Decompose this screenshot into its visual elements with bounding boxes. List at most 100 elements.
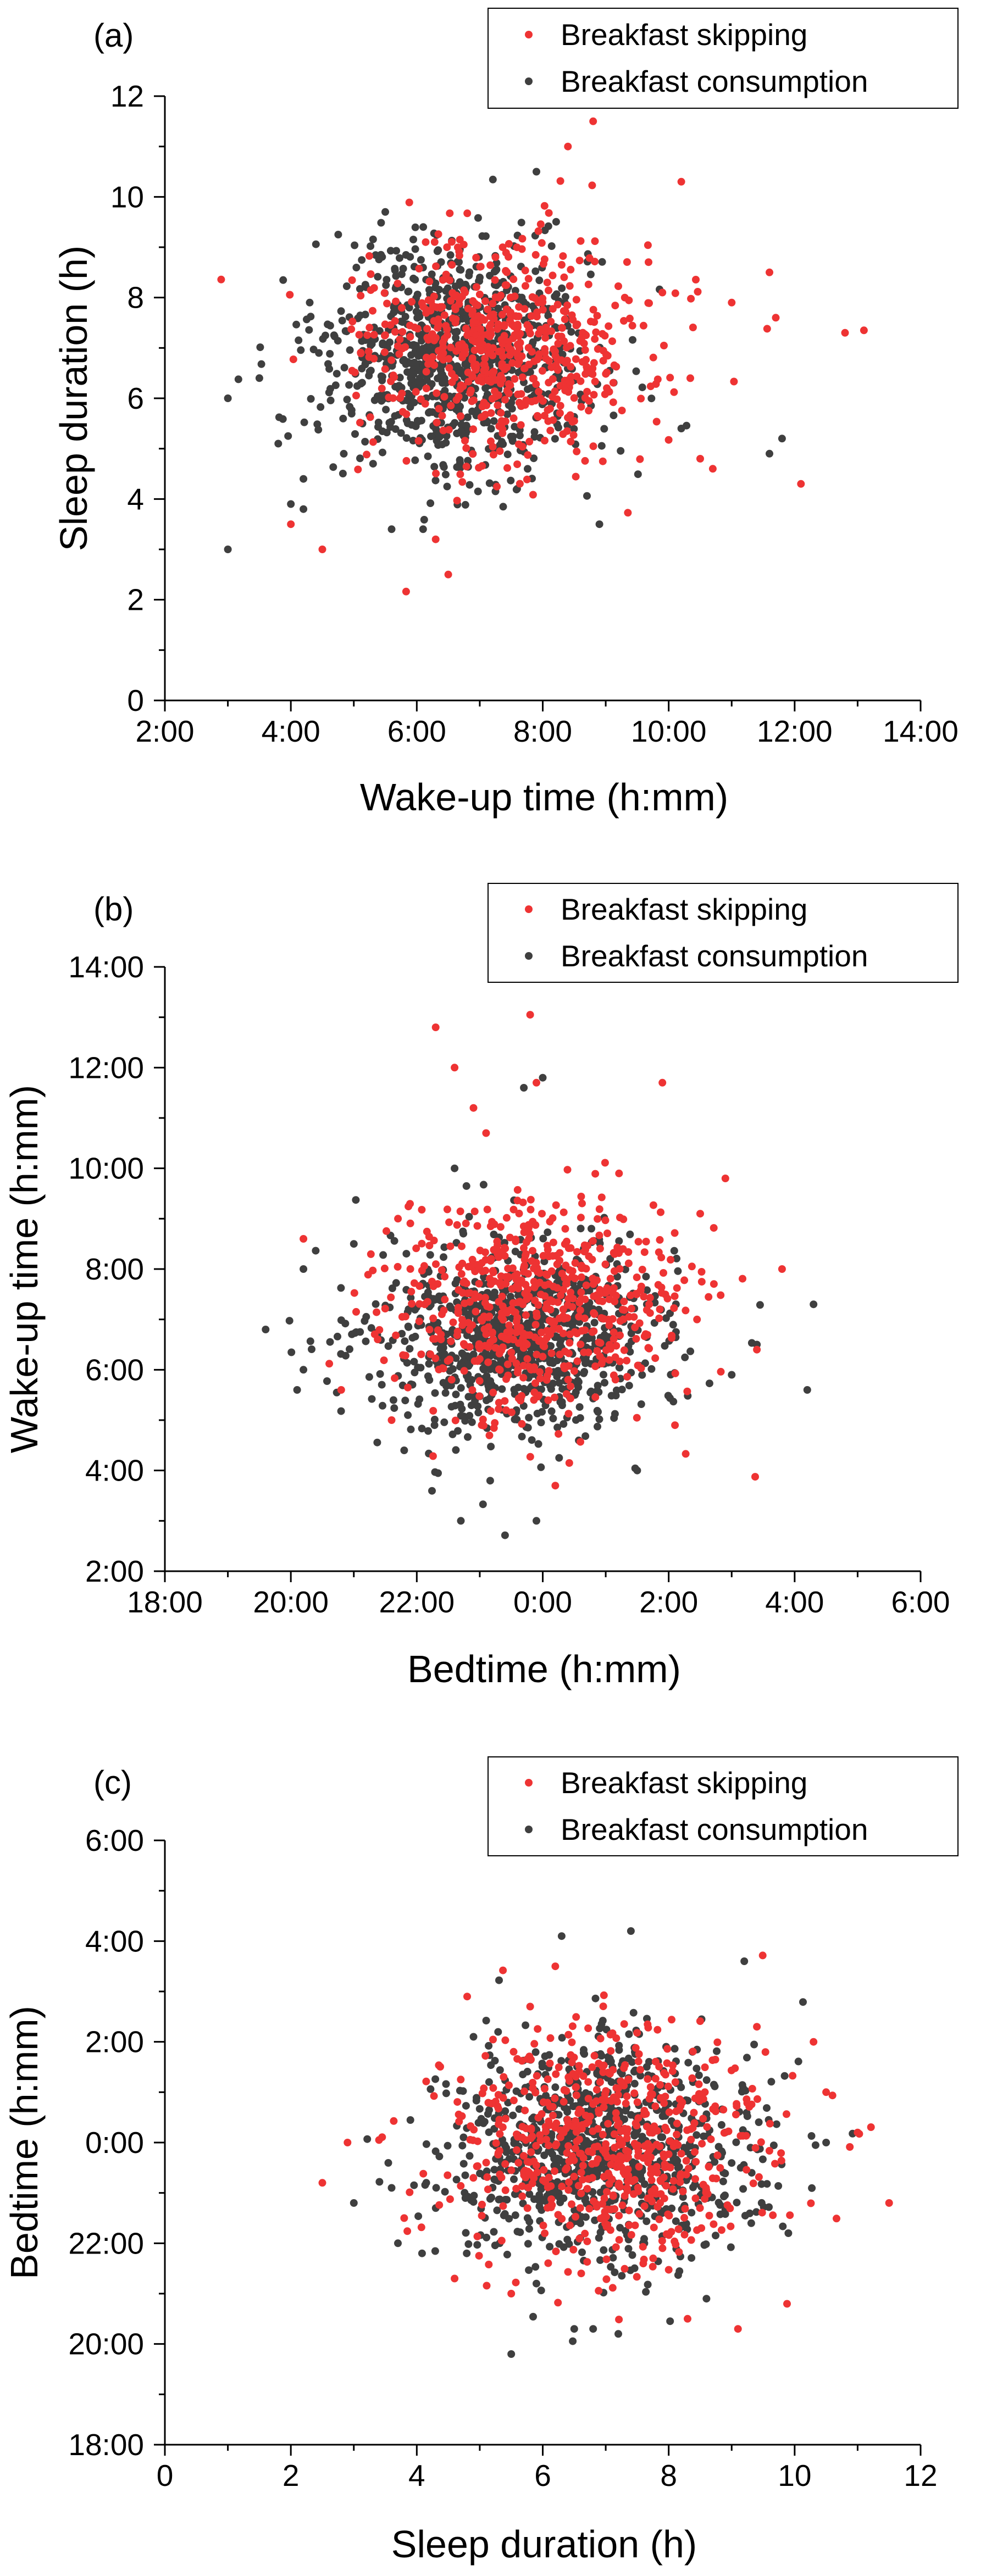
- point-consumption-b-746: [411, 1306, 419, 1314]
- point-consumption-a-853: [372, 251, 380, 259]
- point-skipping-c-442: [513, 2055, 522, 2063]
- y-axis-title-a: Sleep duration (h): [52, 246, 95, 551]
- point-skipping-b-583: [475, 1377, 484, 1385]
- point-skipping-a-2: [577, 237, 585, 245]
- point-consumption-c-803: [431, 2075, 440, 2083]
- point-consumption-a-866: [379, 448, 386, 457]
- y-tick-label-c-0: 18:00: [68, 2428, 144, 2462]
- legend-marker-skipping-c: [525, 1779, 533, 1787]
- point-consumption-c-841: [630, 2068, 638, 2076]
- point-skipping-a-622: [677, 177, 685, 186]
- point-skipping-a-112: [538, 367, 546, 375]
- point-skipping-b-483: [401, 1351, 409, 1360]
- point-consumption-b-285: [459, 1227, 467, 1236]
- point-skipping-c-243: [583, 2237, 591, 2245]
- point-consumption-c-512: [558, 2034, 566, 2042]
- point-skipping-c-128: [635, 2163, 643, 2171]
- point-consumption-c-806: [485, 2128, 493, 2137]
- point-skipping-c-238: [623, 2092, 631, 2100]
- point-skipping-c-292: [544, 2259, 552, 2267]
- point-skipping-a-601: [567, 372, 575, 381]
- point-skipping-c-456: [584, 2147, 592, 2156]
- point-consumption-b-824: [594, 1408, 602, 1416]
- point-consumption-a-20: [524, 465, 531, 473]
- point-consumption-a-68: [256, 343, 264, 352]
- point-skipping-b-560: [478, 1421, 486, 1429]
- point-skipping-c-313: [666, 2163, 674, 2172]
- point-skipping-c-459: [660, 2153, 668, 2161]
- point-consumption-a-875: [367, 341, 375, 349]
- point-skipping-b-370: [739, 1275, 746, 1283]
- y-tick-label-b-1: 4:00: [85, 1454, 144, 1488]
- point-consumption-a-220: [508, 404, 516, 413]
- point-skipping-c-361: [475, 2252, 483, 2260]
- point-skipping-a-156: [591, 377, 599, 386]
- panel-label-b: (b): [93, 891, 134, 927]
- point-consumption-c-807: [721, 2191, 729, 2200]
- point-consumption-c-29: [684, 2058, 693, 2067]
- point-consumption-b-30: [590, 1318, 599, 1327]
- point-skipping-b-73: [582, 1281, 590, 1289]
- x-tick-label-a-6: 14:00: [883, 714, 959, 748]
- point-consumption-c-594: [763, 2104, 771, 2112]
- point-skipping-c-599: [701, 2195, 709, 2203]
- point-consumption-b-853: [600, 1331, 608, 1339]
- point-skipping-a-605: [603, 352, 612, 360]
- point-skipping-c-57: [665, 2212, 673, 2219]
- point-consumption-c-911: [387, 2184, 396, 2192]
- point-skipping-c-48: [540, 2166, 548, 2174]
- point-skipping-b-463: [484, 1343, 492, 1351]
- point-skipping-c-305: [494, 2105, 502, 2113]
- point-skipping-b-526: [596, 1244, 604, 1253]
- point-skipping-c-325: [754, 2095, 761, 2103]
- point-skipping-c-321: [583, 2258, 591, 2266]
- point-consumption-c-351: [578, 2248, 586, 2256]
- point-skipping-c-314: [769, 2211, 777, 2219]
- point-consumption-c-524: [432, 2184, 440, 2192]
- point-skipping-c-491: [523, 2158, 531, 2166]
- y-tick-label-a-0: 0: [127, 683, 144, 717]
- point-consumption-b-902: [300, 1366, 308, 1374]
- point-skipping-c-545: [403, 2227, 412, 2235]
- point-skipping-b-319: [595, 1231, 603, 1239]
- point-skipping-c-527: [519, 2152, 528, 2160]
- point-skipping-c-430: [455, 2117, 463, 2126]
- point-skipping-a-504: [448, 378, 456, 386]
- point-skipping-b-546: [491, 1344, 500, 1352]
- point-consumption-c-121: [462, 2229, 470, 2237]
- point-skipping-c-391: [651, 2074, 660, 2083]
- point-consumption-c-802: [739, 2084, 747, 2092]
- point-consumption-a-474: [399, 265, 407, 272]
- point-skipping-a-536: [455, 300, 463, 308]
- point-skipping-c-421: [528, 2132, 536, 2140]
- point-skipping-a-258: [493, 482, 501, 491]
- point-skipping-a-500: [543, 279, 551, 287]
- point-skipping-c-544: [675, 2095, 684, 2104]
- point-skipping-b-426: [549, 1298, 557, 1306]
- point-consumption-c-788: [542, 2091, 550, 2100]
- point-skipping-a-225: [687, 294, 695, 303]
- y-tick-label-a-3: 6: [127, 381, 144, 415]
- point-skipping-a-551: [542, 354, 550, 363]
- point-consumption-b-540: [576, 1414, 584, 1422]
- point-consumption-c-77: [628, 2251, 636, 2259]
- point-skipping-c-576: [569, 2070, 577, 2078]
- point-skipping-b-246: [401, 1312, 409, 1321]
- point-skipping-a-516: [389, 394, 397, 402]
- point-skipping-b-535: [590, 1310, 599, 1318]
- point-skipping-b-634: [387, 1416, 396, 1424]
- point-consumption-c-443: [666, 2317, 674, 2325]
- point-skipping-b-151: [589, 1280, 597, 1288]
- point-consumption-b-795: [479, 1500, 487, 1509]
- point-consumption-c-831: [475, 2105, 484, 2113]
- point-skipping-a-484: [623, 258, 631, 266]
- point-skipping-b-635: [696, 1210, 704, 1218]
- point-skipping-c-304: [636, 2066, 644, 2074]
- point-consumption-a-640: [284, 432, 292, 440]
- point-consumption-c-749: [808, 2184, 816, 2192]
- point-skipping-b-306: [562, 1261, 570, 1270]
- point-skipping-c-462: [635, 2210, 644, 2218]
- point-consumption-c-175: [524, 2240, 532, 2248]
- point-skipping-b-19: [501, 1397, 509, 1405]
- point-skipping-b-409: [425, 1233, 433, 1241]
